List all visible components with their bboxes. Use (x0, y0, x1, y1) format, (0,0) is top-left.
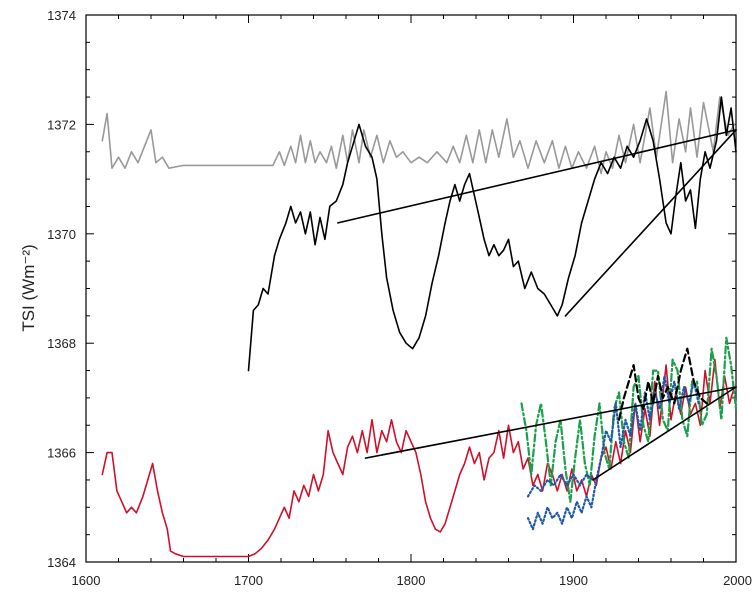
series-line-1 (101, 90, 736, 175)
y-tick-label: 1372 (47, 117, 76, 132)
x-tick-label: 1900 (559, 573, 588, 588)
x-tick-label: 1800 (397, 573, 426, 588)
series-line-9 (617, 347, 708, 421)
series-line-3 (337, 129, 737, 224)
series-line-8 (526, 473, 595, 498)
series-line-2 (247, 96, 737, 372)
series-line-4 (564, 129, 737, 317)
y-tick-label: 1368 (47, 336, 76, 351)
y-axis-label: TSI (Wm⁻²) (19, 244, 38, 331)
series-line-10 (364, 386, 737, 459)
tick-labels: 1600 1700 1800 1900 2000 1364 1366 1368 1370 1372… (47, 8, 752, 588)
series-layer (101, 90, 738, 558)
y-tick-label: 1364 (47, 555, 76, 570)
y-tick-label: 1370 (47, 227, 76, 242)
y-tick-label: 1366 (47, 446, 76, 461)
axis-ticks (85, 14, 737, 563)
x-tick-label: 1600 (72, 573, 101, 588)
series-line-11 (592, 386, 737, 481)
y-tick-label: 1374 (47, 8, 76, 23)
plot-area (85, 14, 737, 563)
x-tick-label: 1700 (234, 573, 263, 588)
x-tick-label: 2000 (723, 573, 752, 588)
